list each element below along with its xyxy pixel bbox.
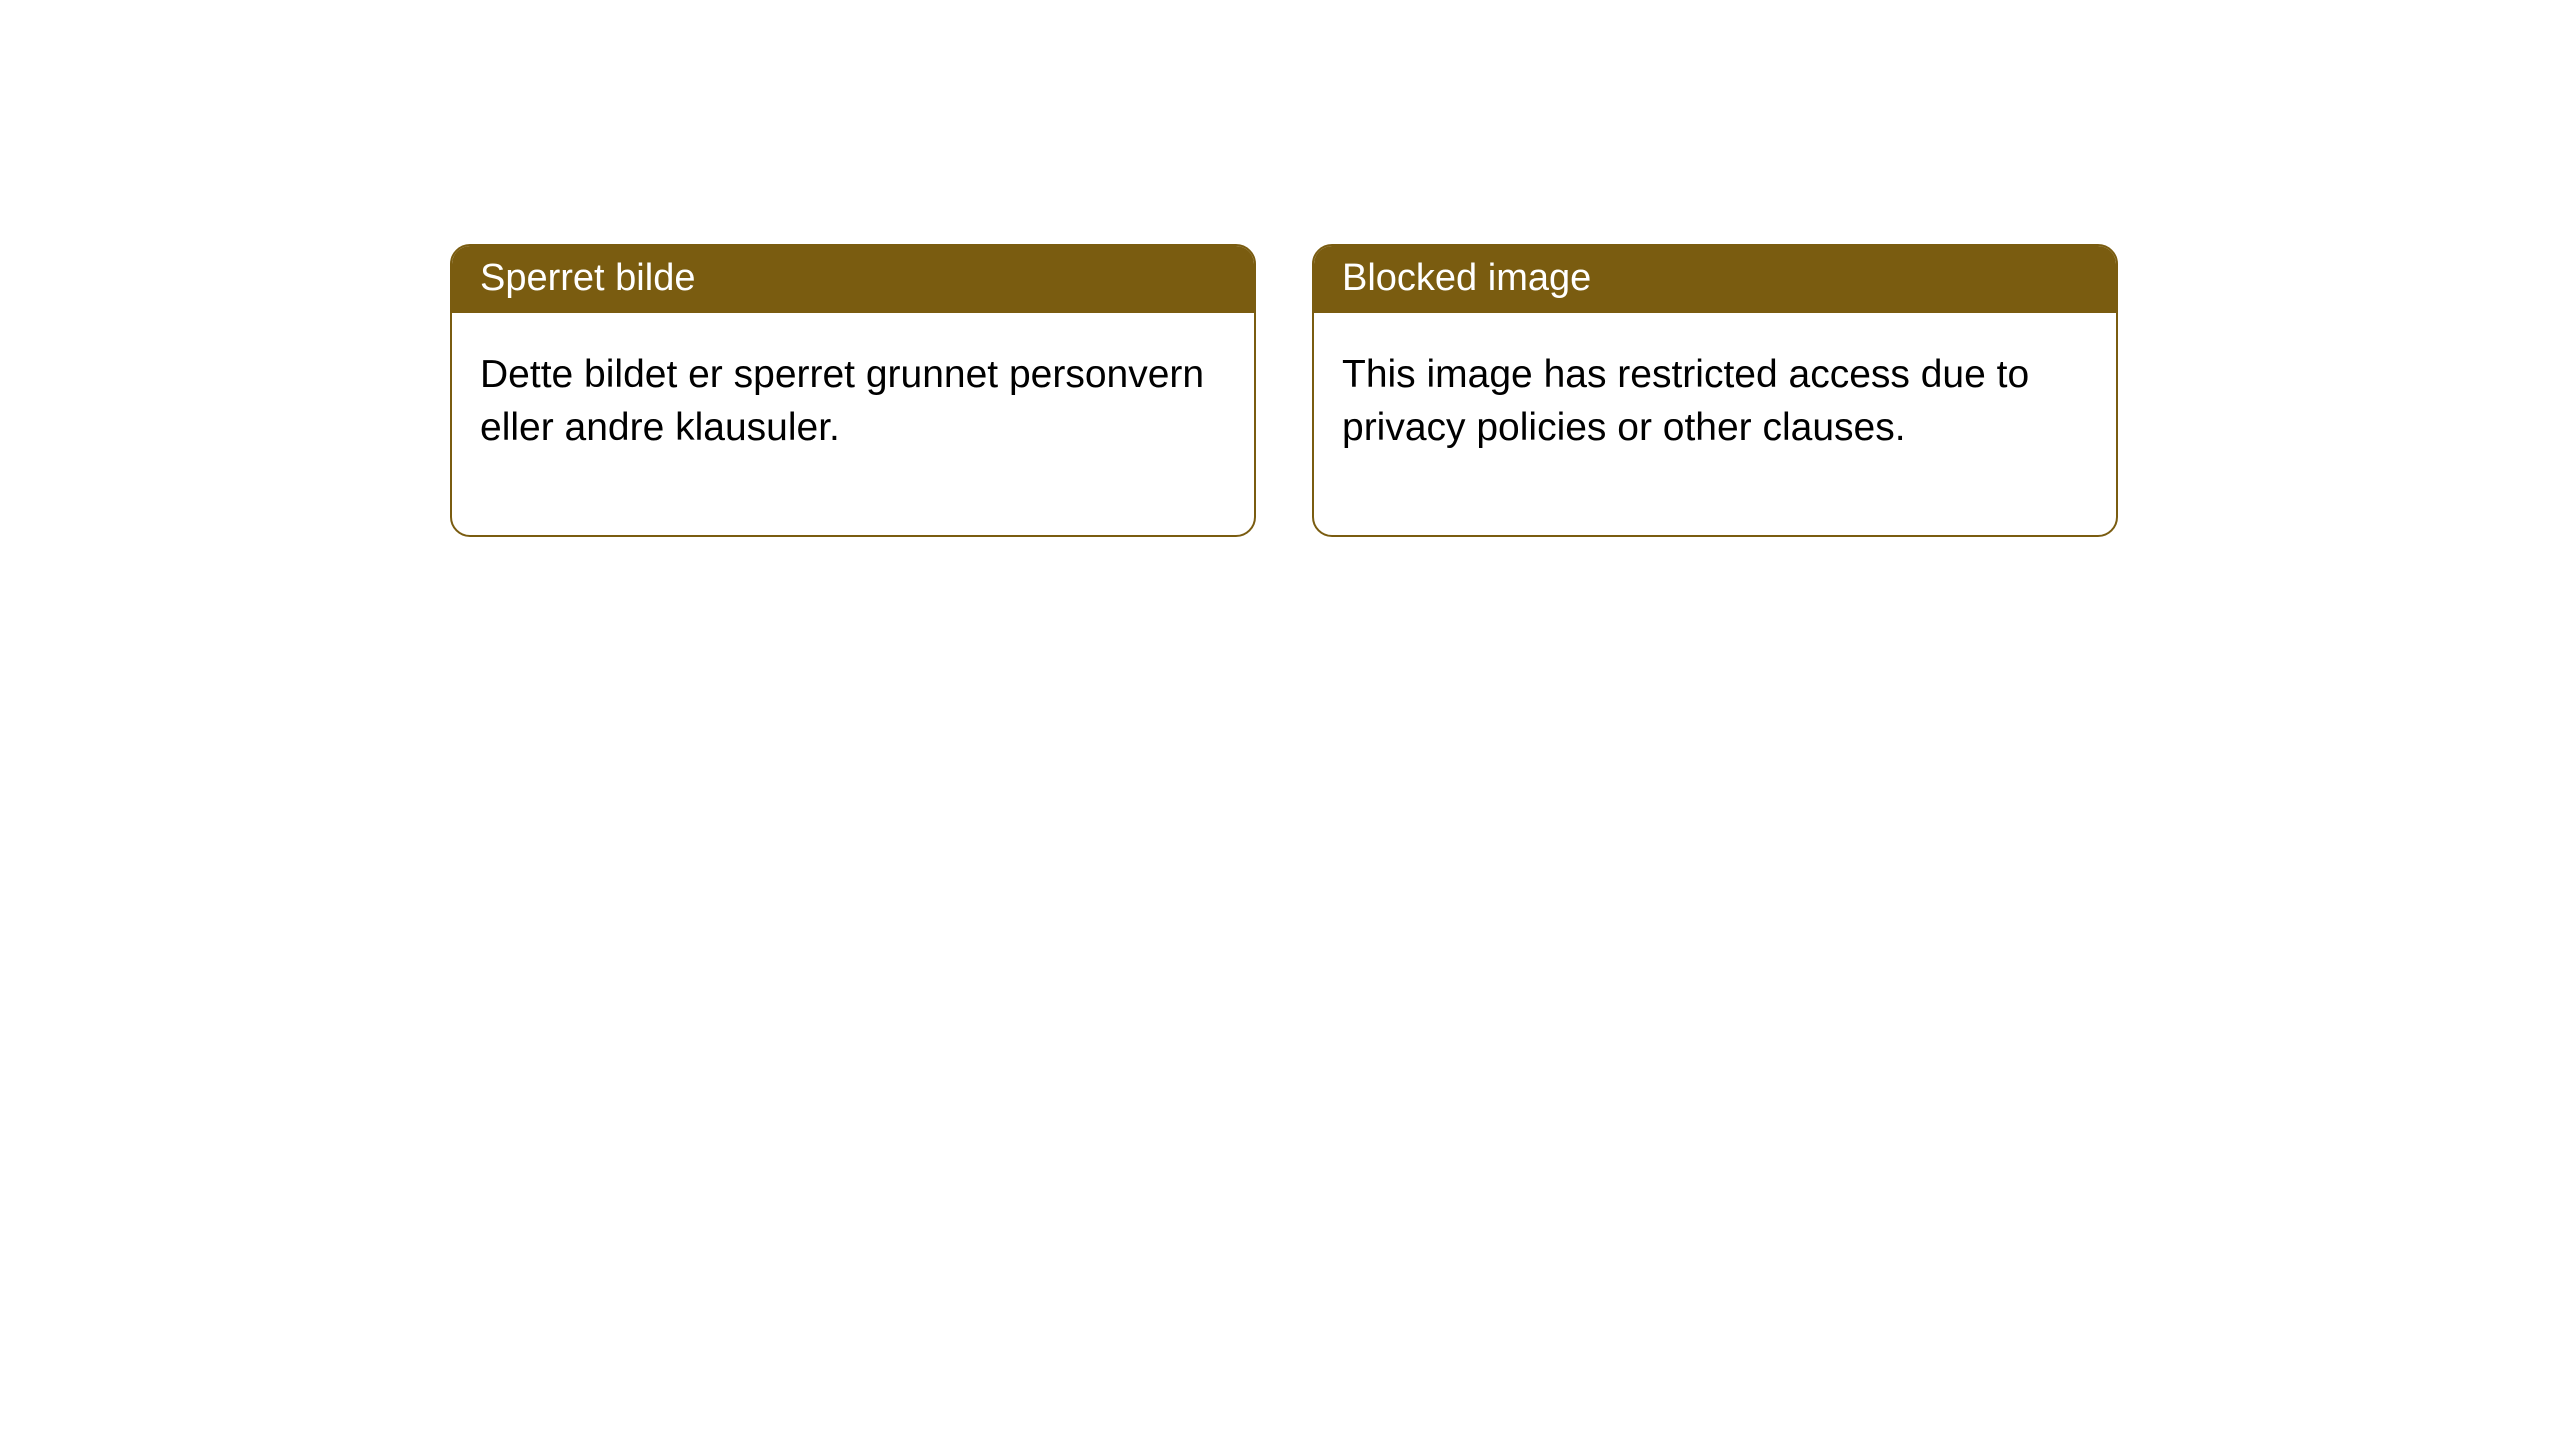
notice-header: Sperret bilde	[452, 246, 1254, 313]
notice-body: Dette bildet er sperret grunnet personve…	[452, 313, 1254, 534]
notice-body: This image has restricted access due to …	[1314, 313, 2116, 534]
notice-container: Sperret bilde Dette bildet er sperret gr…	[0, 0, 2560, 537]
notice-header: Blocked image	[1314, 246, 2116, 313]
notice-card-english: Blocked image This image has restricted …	[1312, 244, 2118, 537]
notice-card-norwegian: Sperret bilde Dette bildet er sperret gr…	[450, 244, 1256, 537]
